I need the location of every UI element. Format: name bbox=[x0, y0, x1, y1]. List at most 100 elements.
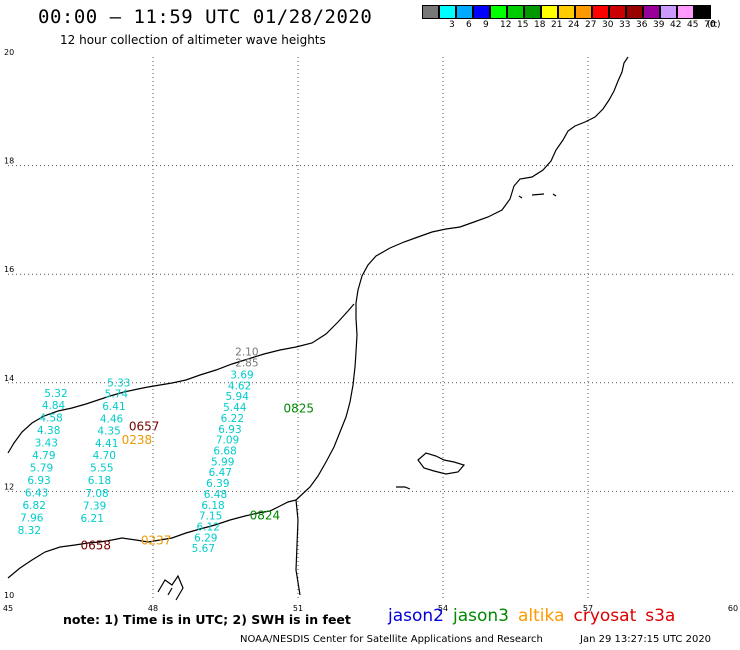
satellite-name: cryosat bbox=[573, 606, 637, 626]
wave-height-label: 6.43 bbox=[25, 487, 48, 499]
coastline-path bbox=[157, 574, 184, 601]
legend-label: 15 bbox=[517, 20, 529, 30]
legend-label: 27 bbox=[585, 20, 597, 30]
footer-note: note: 1) Time is in UTC; 2) SWH is in fe… bbox=[63, 612, 351, 627]
satellite-name: jason2 bbox=[388, 606, 444, 626]
lat-tick-label: 16 bbox=[4, 265, 14, 274]
legend-label: 42 bbox=[670, 20, 682, 30]
legend-swatch bbox=[524, 5, 541, 19]
lat-tick-label: 12 bbox=[4, 482, 14, 491]
satellite-name: jason3 bbox=[453, 606, 509, 626]
lon-tick-label: 48 bbox=[148, 604, 158, 613]
legend-swatch bbox=[609, 5, 626, 19]
legend-swatch bbox=[456, 5, 473, 19]
lon-tick-label: 51 bbox=[293, 604, 303, 613]
wave-height-label: 6.12 bbox=[197, 521, 220, 533]
coastline-path bbox=[396, 486, 411, 490]
pass-time-label: 0238 bbox=[122, 433, 153, 447]
legend-unit: (ft) bbox=[707, 20, 721, 30]
wave-height-label: 7.15 bbox=[199, 511, 222, 523]
legend-label: 6 bbox=[466, 20, 472, 30]
lat-tick-label: 20 bbox=[4, 48, 14, 57]
wave-height-label: 4.84 bbox=[42, 400, 66, 412]
legend-swatch bbox=[439, 5, 456, 19]
wave-height-label: 6.18 bbox=[88, 475, 111, 487]
legend-label: 70 bbox=[704, 20, 716, 30]
satellite-list: jason2 jason3 altika cryosat s3a bbox=[388, 606, 684, 626]
coastline-path bbox=[7, 303, 355, 454]
pass-time-label: 0824 bbox=[250, 509, 281, 523]
wave-height-label: 6.18 bbox=[201, 500, 224, 512]
legend-label: 45 bbox=[687, 20, 699, 30]
wave-height-label: 6.39 bbox=[206, 478, 229, 490]
lat-tick-label: 10 bbox=[4, 591, 14, 600]
legend-swatch bbox=[473, 5, 490, 19]
legend-swatch bbox=[592, 5, 609, 19]
wave-height-label: 5.44 bbox=[223, 402, 247, 414]
generated-timestamp: Jan 29 13:27:15 UTC 2020 bbox=[580, 634, 712, 645]
wave-height-label: 3.43 bbox=[35, 437, 58, 449]
wave-height-label: 6.47 bbox=[209, 467, 232, 479]
coastline bbox=[7, 56, 629, 601]
legend-swatch bbox=[677, 5, 694, 19]
wave-height-label: 7.08 bbox=[85, 488, 108, 500]
legend-label: 39 bbox=[653, 20, 665, 30]
pass-time-label: 0825 bbox=[284, 402, 315, 416]
lon-tick-label: 57 bbox=[583, 604, 593, 613]
legend-swatch bbox=[660, 5, 677, 19]
wave-height-label: 2.10 bbox=[235, 347, 258, 359]
legend-swatches bbox=[422, 5, 740, 19]
wave-height-label: 5.32 bbox=[44, 388, 67, 400]
wave-height-label: 3.69 bbox=[230, 369, 253, 381]
altimeter-tracks: 2.102.853.694.625.945.446.226.937.096.68… bbox=[18, 347, 259, 556]
wave-height-label: 6.82 bbox=[23, 500, 46, 512]
coastline-path bbox=[295, 56, 629, 501]
legend-label: 36 bbox=[636, 20, 648, 30]
wave-height-label: 6.29 bbox=[194, 532, 217, 544]
legend-swatch bbox=[422, 5, 439, 19]
legend-swatch bbox=[626, 5, 643, 19]
wave-height-label: 6.22 bbox=[221, 413, 244, 425]
map-subtitle: 12 hour collection of altimeter wave hei… bbox=[60, 33, 326, 47]
wave-height-label: 5.74 bbox=[105, 388, 129, 400]
wave-height-label: 4.62 bbox=[228, 380, 251, 392]
pass-time-label: 0657 bbox=[129, 420, 160, 434]
wave-height-label: 6.93 bbox=[27, 475, 50, 487]
legend-label: 9 bbox=[483, 20, 489, 30]
wave-height-label: 5.79 bbox=[30, 462, 53, 474]
wave-height-label: 8.32 bbox=[18, 525, 41, 537]
wave-height-label: 5.99 bbox=[211, 456, 234, 468]
lat-tick-label: 18 bbox=[4, 157, 14, 166]
lat-tick-label: 14 bbox=[4, 374, 14, 383]
wave-height-label: 4.38 bbox=[37, 425, 60, 437]
coastline-path bbox=[417, 452, 466, 475]
wave-height-label: 4.35 bbox=[97, 425, 120, 437]
legend-label: 18 bbox=[534, 20, 546, 30]
legend-swatch bbox=[490, 5, 507, 19]
wave-height-label: 6.93 bbox=[218, 424, 241, 436]
legend-label: 21 bbox=[551, 20, 563, 30]
wave-height-label: 4.79 bbox=[32, 450, 55, 462]
wave-height-label: 7.39 bbox=[83, 500, 106, 512]
legend-label: 12 bbox=[500, 20, 512, 30]
legend-label: 24 bbox=[568, 20, 580, 30]
legend-label: 3 bbox=[449, 20, 455, 30]
color-legend: 3 6 9 12 15 18 21 24 27 30 33 36 39 42 45 70 (ft) bbox=[422, 5, 740, 31]
wave-height-label: 5.55 bbox=[90, 462, 113, 474]
legend-swatch bbox=[507, 5, 524, 19]
coastline-path bbox=[7, 499, 297, 579]
lon-tick-label: 45 bbox=[3, 604, 13, 613]
pass-time-label: 0237 bbox=[141, 534, 172, 548]
legend-labels: 3 6 9 12 15 18 21 24 27 30 33 36 39 42 45 70 (ft) bbox=[422, 19, 740, 31]
wave-height-label: 7.96 bbox=[20, 512, 44, 524]
legend-swatch bbox=[541, 5, 558, 19]
coastline-path bbox=[295, 499, 301, 596]
wave-height-label: 4.41 bbox=[95, 438, 118, 450]
wave-height-label: 2.85 bbox=[235, 358, 258, 370]
wave-height-label: 7.09 bbox=[216, 435, 239, 447]
legend-swatch bbox=[558, 5, 575, 19]
wave-height-label: 5.67 bbox=[192, 543, 215, 555]
satellite-name: altika bbox=[518, 606, 565, 626]
